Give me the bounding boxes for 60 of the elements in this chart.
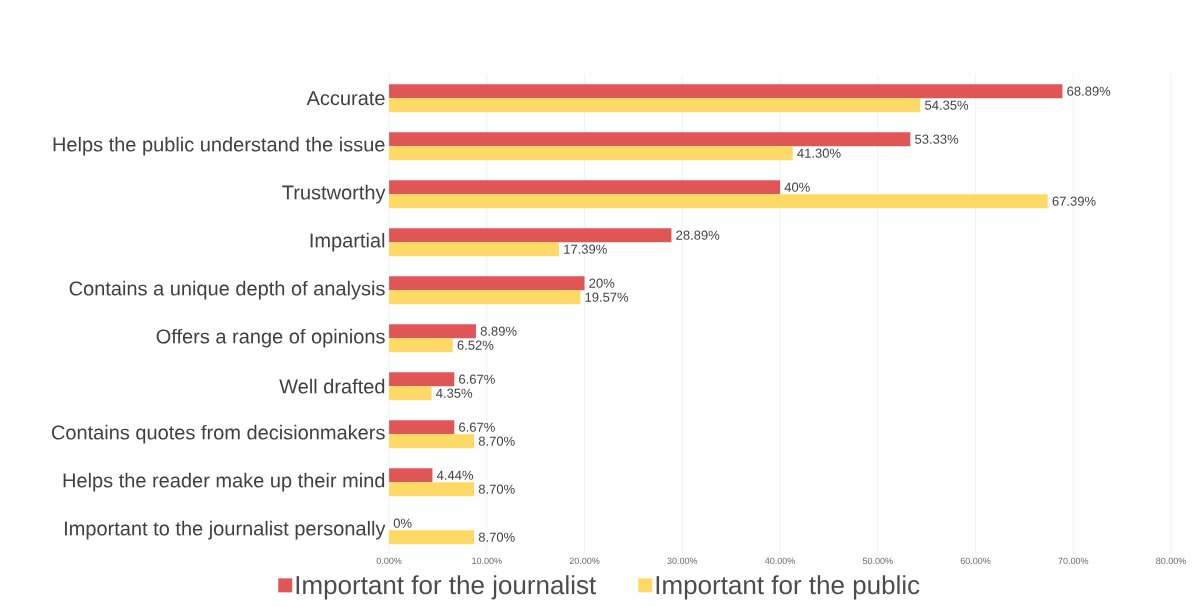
bar: [389, 180, 781, 195]
y-tick-label: Helps the public understand the issue: [53, 136, 385, 156]
bar: [389, 132, 911, 147]
x-tick-label: 80.00%: [1156, 557, 1186, 565]
y-tick-label: Offers a range of opinions: [156, 328, 385, 348]
y-tick-label: Contains quotes from decisionmakers: [51, 424, 385, 444]
x-tick-label: 40.00%: [764, 557, 795, 565]
data-label: 8.70%: [478, 484, 515, 494]
x-tick-label: 10.00%: [472, 557, 502, 565]
data-label: 68.89%: [1067, 86, 1111, 96]
bar: [389, 324, 476, 339]
x-tick-label: 50.00%: [862, 557, 893, 565]
data-label: 6.67%: [459, 374, 495, 384]
data-label: 6.67%: [459, 422, 495, 432]
data-label: 8.70%: [478, 436, 515, 446]
bar: [389, 290, 581, 305]
data-label: 8.70%: [478, 532, 515, 542]
bar: [389, 228, 672, 243]
y-tick-label: Well drafted: [279, 378, 385, 394]
bar: [389, 242, 560, 257]
bar: [389, 338, 453, 353]
y-tick-label: Contains a unique depth of analysis: [69, 280, 385, 300]
bar: [389, 468, 433, 483]
x-tick-label: 0.00%: [376, 557, 402, 565]
data-label: 4.35%: [436, 388, 473, 398]
data-label: 41.30%: [797, 148, 841, 158]
data-label: 28.89%: [676, 230, 720, 240]
data-label: 17.39%: [564, 244, 607, 254]
x-tick-label: 30.00%: [667, 557, 698, 565]
legend-label: Important for the public: [656, 575, 920, 600]
y-tick-label: Accurate: [306, 91, 385, 106]
data-label: 6.52%: [457, 340, 494, 350]
data-label: 19.57%: [585, 292, 629, 302]
bar: [389, 530, 475, 545]
bar: [389, 434, 475, 449]
x-tick-label: 20.00%: [569, 557, 600, 565]
x-tick-label: 70.00%: [1058, 557, 1089, 565]
bar: [389, 372, 455, 387]
y-tick-label: Impartial: [310, 232, 385, 252]
bar: [389, 98, 921, 113]
data-label: 20%: [589, 278, 615, 288]
data-label: 40%: [784, 182, 810, 192]
data-label: 53.33%: [915, 134, 959, 144]
bar: [389, 420, 455, 435]
bar: [389, 146, 793, 161]
bar: [389, 482, 475, 497]
bar: [389, 84, 1063, 99]
bar: [389, 386, 432, 401]
data-label: 0%: [393, 518, 412, 528]
bar: [389, 194, 1048, 209]
bar: [389, 276, 585, 291]
x-tick-label: 60.00%: [960, 557, 991, 565]
y-tick-label: Important to the journalist personally: [64, 520, 386, 540]
legend-label: Important for the journalist: [296, 575, 597, 600]
data-label: 67.39%: [1052, 196, 1096, 206]
data-label: 8.89%: [480, 326, 517, 336]
data-label: 4.44%: [436, 470, 474, 480]
data-label: 54.35%: [925, 100, 969, 110]
y-tick-label: Helps the reader make up their mind: [63, 472, 385, 492]
y-tick-label: Trustworthy: [282, 184, 386, 204]
